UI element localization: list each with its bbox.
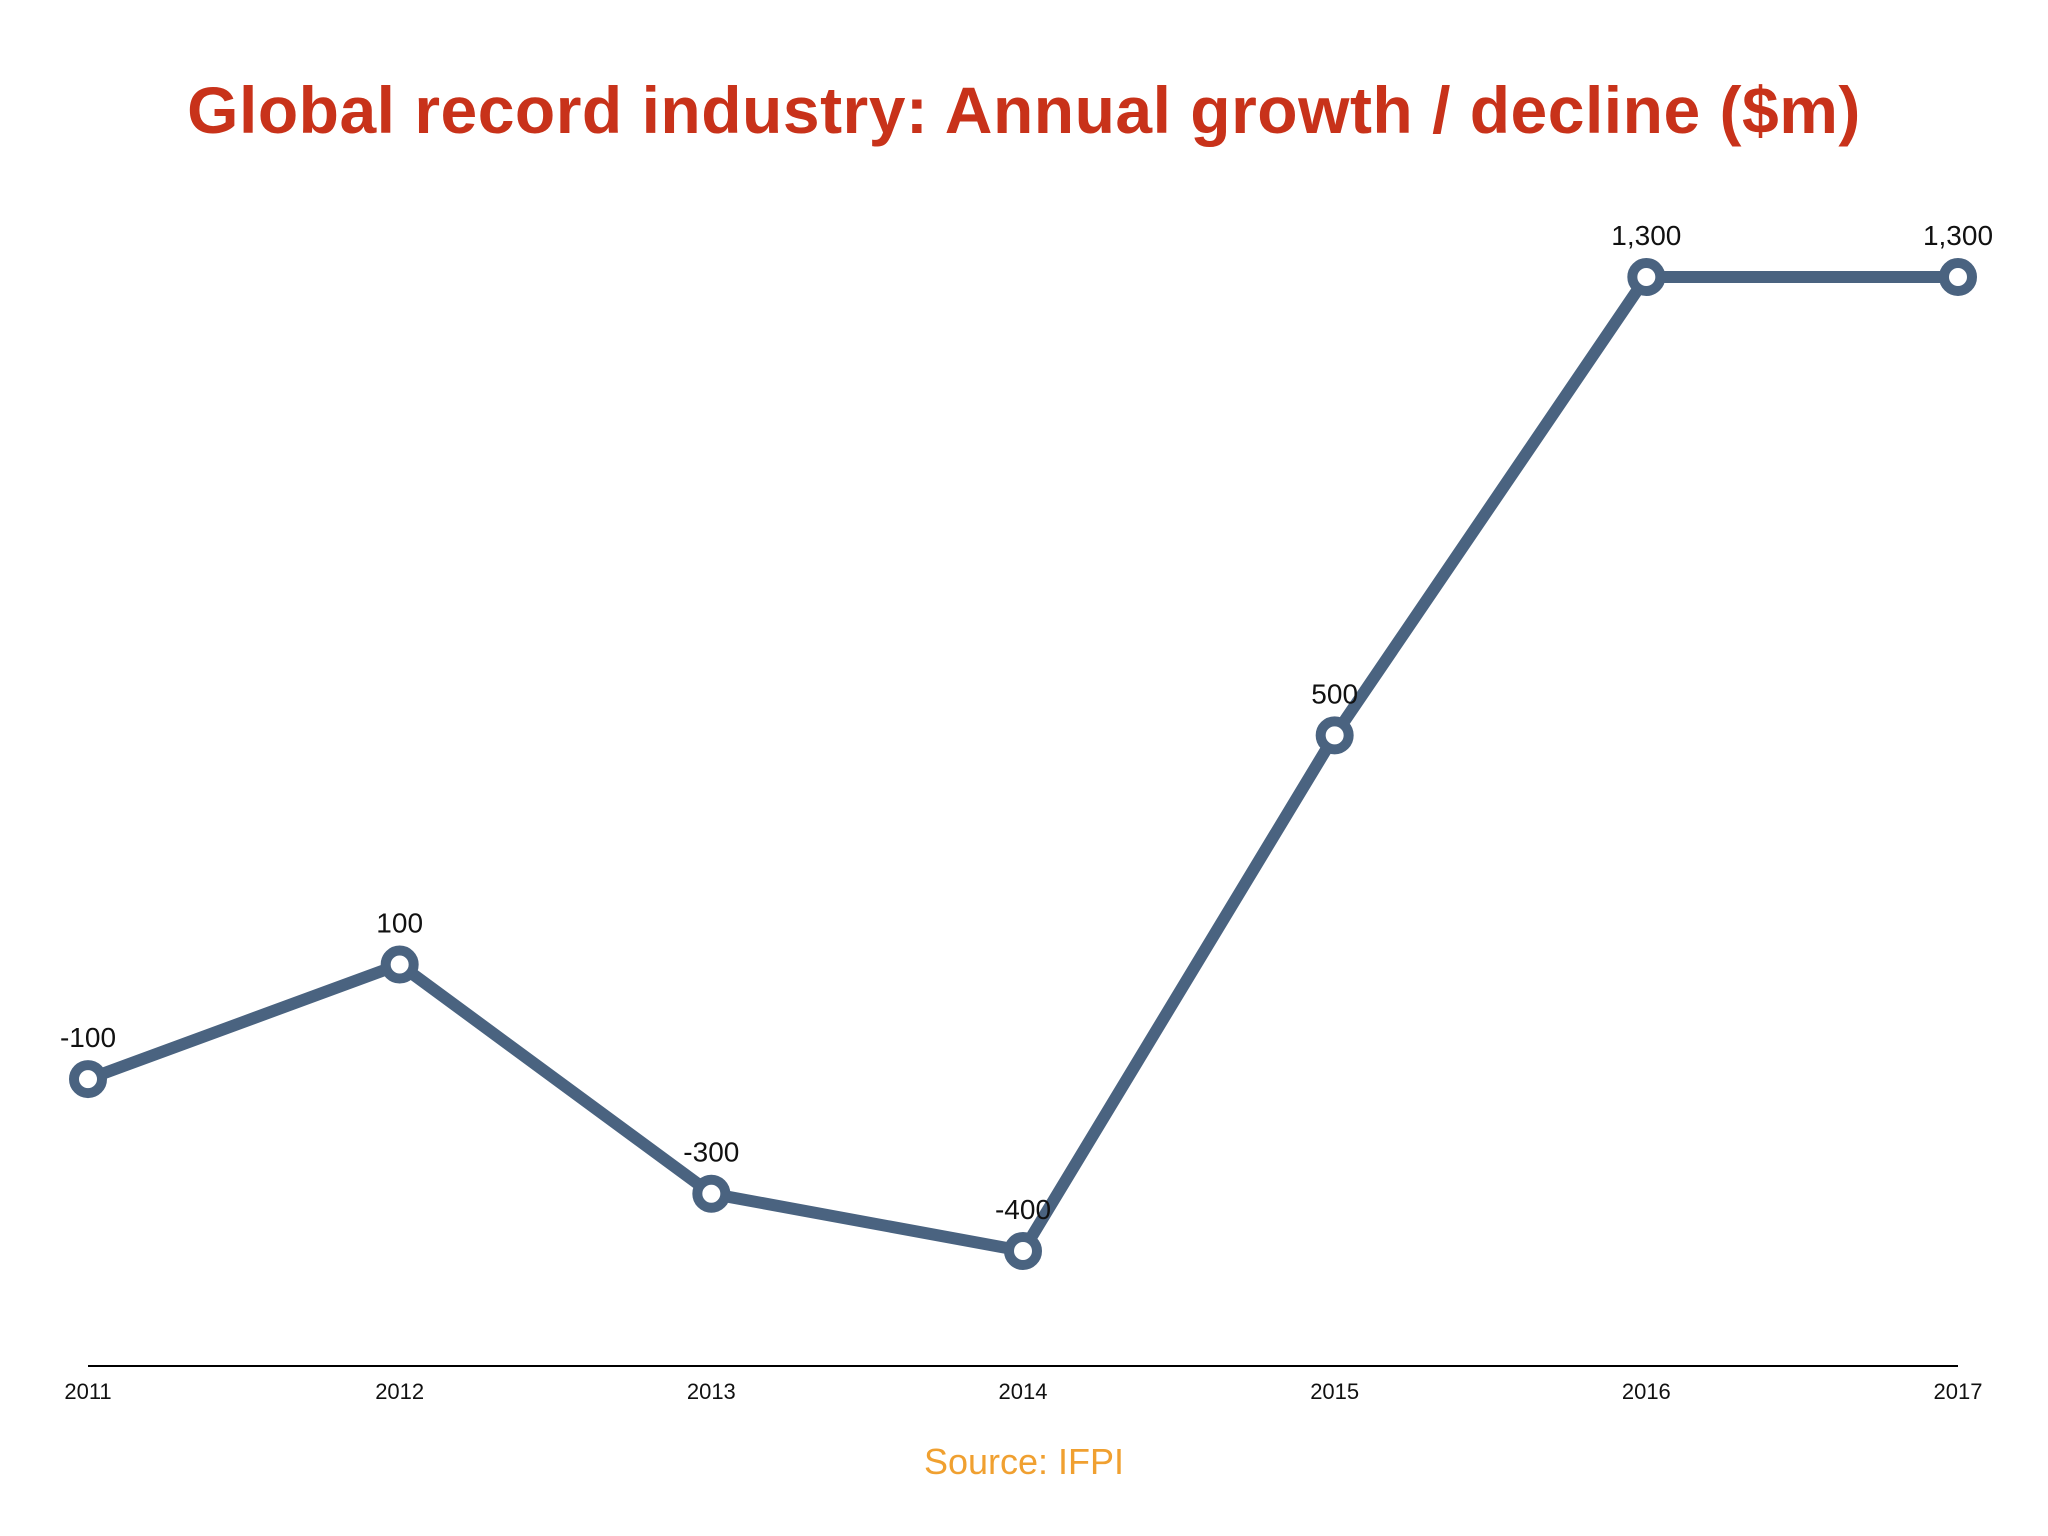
data-point: [692, 1174, 731, 1213]
x-tick-label: 2016: [1622, 1379, 1671, 1404]
data-point: [380, 945, 419, 984]
data-point: [1315, 716, 1354, 755]
data-point-group: [69, 258, 1977, 1270]
x-tick-label: 2015: [1310, 1379, 1359, 1404]
data-label: -400: [995, 1194, 1051, 1225]
data-label: 100: [376, 908, 423, 939]
series-line: [82, 271, 1964, 1257]
x-tick-label: 2017: [1934, 1379, 1983, 1404]
data-label: -300: [683, 1137, 739, 1168]
x-tick-label-group: 2011 2012 2013 2014 2015 2016 2017: [64, 1379, 1982, 1404]
data-point: [1004, 1232, 1042, 1270]
data-point: [1627, 258, 1666, 296]
x-tick-label: 2011: [64, 1379, 111, 1404]
series-line-group: [82, 271, 1964, 1257]
data-label: 500: [1311, 678, 1358, 709]
chart-title: Global record industry: Annual growth / …: [187, 73, 1861, 147]
data-label: -100: [60, 1022, 116, 1053]
data-label: 1,300: [1611, 220, 1681, 251]
source-note: Source: IFPI: [923, 1441, 1125, 1482]
data-point: [69, 1060, 107, 1099]
x-tick-label: 2013: [687, 1379, 736, 1404]
x-tick-label: 2014: [999, 1379, 1048, 1404]
data-label-group: -100 100 -300 -400 500 1,300 1,300: [60, 220, 1993, 1225]
x-tick-label: 2012: [375, 1379, 424, 1404]
data-label: 1,300: [1923, 220, 1993, 251]
data-point: [1939, 258, 1977, 296]
